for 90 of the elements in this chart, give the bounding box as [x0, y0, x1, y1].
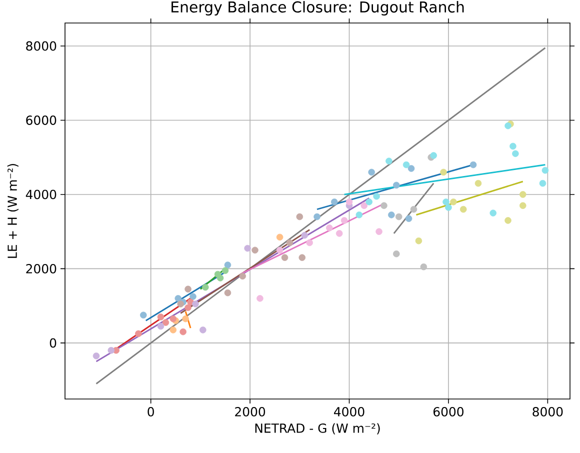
point	[276, 234, 284, 241]
point	[539, 180, 546, 187]
point	[380, 202, 388, 209]
point	[162, 319, 170, 326]
point	[108, 346, 115, 354]
point	[192, 300, 199, 308]
point	[368, 168, 375, 176]
x-axis-title: NETRAD - G (W m⁻²)	[255, 423, 380, 434]
chart-title: Energy Balance Closure: Dugout Ranch	[172, 1, 464, 16]
point	[504, 122, 512, 130]
point	[314, 213, 320, 220]
y-tick-label: 4000	[26, 190, 56, 200]
point	[442, 198, 450, 206]
point	[135, 330, 142, 338]
point	[542, 166, 549, 174]
point	[286, 239, 294, 246]
point	[386, 158, 392, 164]
point	[373, 192, 380, 200]
point	[140, 312, 147, 318]
point	[336, 230, 343, 237]
point	[184, 304, 192, 312]
point	[360, 202, 368, 209]
y-tick-label: 0	[50, 338, 56, 348]
x-tick-label: 2000	[235, 407, 266, 416]
y-axis-title: LE + H (W m⁻²)	[7, 164, 18, 258]
point	[402, 161, 410, 168]
point	[157, 314, 164, 320]
point	[157, 322, 164, 330]
point	[445, 204, 452, 211]
point	[356, 211, 363, 218]
point	[222, 267, 229, 274]
point	[252, 246, 258, 254]
point	[420, 263, 428, 270]
point	[182, 315, 189, 322]
point	[450, 198, 457, 206]
point	[244, 244, 251, 252]
x-tick-label: 4000	[334, 407, 364, 416]
point	[430, 152, 437, 159]
point	[519, 191, 526, 198]
point	[460, 206, 467, 213]
point	[346, 198, 353, 206]
point	[330, 198, 338, 206]
point	[395, 213, 402, 220]
y-tick-label: 8000	[26, 41, 56, 51]
point	[388, 211, 395, 218]
point	[410, 206, 418, 213]
point	[366, 198, 372, 206]
point	[256, 295, 264, 302]
point	[392, 182, 400, 189]
point	[177, 300, 184, 308]
y-tick-label: 2000	[26, 264, 56, 274]
point	[202, 284, 209, 291]
point	[170, 326, 177, 334]
point	[510, 142, 516, 150]
point	[174, 295, 182, 302]
point	[326, 224, 333, 232]
point	[392, 250, 400, 258]
point	[504, 217, 512, 224]
point	[490, 210, 496, 216]
point	[340, 217, 348, 224]
point	[405, 215, 412, 222]
point	[224, 262, 232, 268]
point	[306, 239, 313, 246]
point	[301, 232, 308, 239]
point	[170, 315, 177, 322]
point	[440, 168, 447, 176]
point	[474, 180, 482, 187]
point	[200, 326, 206, 334]
point	[281, 254, 288, 261]
point	[187, 298, 194, 306]
point	[276, 246, 284, 254]
point	[184, 286, 192, 293]
point	[180, 328, 186, 336]
point	[92, 352, 100, 360]
x-tick-label: 8000	[532, 407, 563, 416]
point	[298, 254, 306, 261]
point	[296, 213, 304, 220]
point	[408, 165, 415, 172]
x-tick-label: 6000	[433, 407, 464, 416]
point	[190, 293, 196, 300]
point	[415, 237, 422, 244]
x-tick-label: 0	[148, 407, 154, 416]
y-tick-label: 6000	[26, 116, 56, 125]
point	[376, 228, 382, 235]
point	[512, 150, 519, 158]
point	[224, 289, 232, 296]
point	[239, 272, 246, 280]
point	[519, 202, 526, 209]
point	[470, 161, 477, 168]
point	[216, 274, 224, 282]
